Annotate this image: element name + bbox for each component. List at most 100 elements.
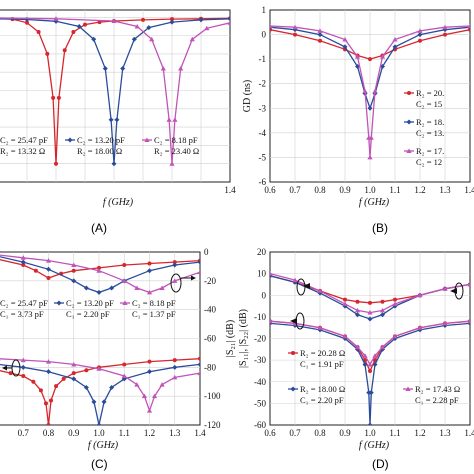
data-point	[379, 344, 386, 350]
y-tick-label: -2	[259, 79, 267, 89]
data-point	[147, 369, 152, 375]
data-point	[197, 370, 200, 376]
x-tick-label: 0.8	[43, 428, 55, 438]
data-point	[318, 38, 322, 43]
data-point	[21, 373, 26, 378]
series-group	[270, 23, 470, 160]
y-axis-label-right: |S₂₁| (dB)	[225, 320, 236, 357]
data-point	[101, 399, 107, 405]
data-point	[227, 16, 230, 22]
data-point	[76, 23, 82, 29]
data-point	[83, 385, 89, 391]
legend-label: C₂ = 8.18 pF	[154, 135, 198, 145]
data-point	[61, 376, 66, 381]
data-point	[71, 262, 77, 267]
data-point	[71, 29, 76, 34]
data-point	[131, 36, 137, 42]
x-tick-label: 1.3	[169, 428, 181, 438]
x-tick-label: 1.2	[414, 185, 425, 195]
legend-label: C₂ = 8.18 pF	[132, 298, 176, 308]
data-point	[417, 325, 423, 330]
panel-label-b: (B)	[372, 221, 388, 235]
y-tick-label: 10	[257, 269, 267, 279]
legend-swatch-marker	[407, 91, 411, 95]
y-tick-label: -60	[254, 420, 266, 430]
data-point	[417, 292, 423, 298]
data-point	[166, 117, 172, 122]
legend-label: R₂ = 23.40 Ω	[154, 146, 199, 156]
x-tick-label: 0.7	[18, 428, 30, 438]
legend-label: C₁ = 2.28 pF	[415, 395, 459, 405]
legend-entry-red: R₂ = 20.28 ΩC₁ = 1.91 pF	[288, 348, 345, 369]
curve-group-marker	[170, 273, 182, 293]
data-point	[417, 28, 423, 33]
data-point	[147, 261, 152, 266]
x-tick-label: 1.2	[414, 428, 425, 438]
x-tick-label: 1.4	[464, 428, 474, 438]
data-point	[467, 318, 470, 324]
y-tick-label-right: -80	[204, 362, 216, 372]
data-point	[368, 57, 372, 62]
panel-label-a: (A)	[91, 221, 107, 235]
x-tick-label: 1.3	[439, 428, 451, 438]
data-point	[292, 277, 298, 283]
data-point	[20, 357, 26, 363]
data-point	[159, 285, 165, 291]
data-point	[149, 36, 155, 42]
data-point	[146, 408, 153, 413]
legend-label: R₂ = 18.00 Ω	[77, 146, 122, 156]
x-tick-label: 0.7	[289, 428, 301, 438]
data-point	[343, 297, 347, 302]
y-tick-label: -5	[259, 152, 267, 162]
data-point	[121, 373, 127, 378]
data-point	[122, 362, 127, 367]
data-point	[270, 318, 273, 324]
data-point	[122, 262, 127, 267]
x-axis-label: f (GHz)	[359, 440, 390, 451]
legend-swatch-marker	[56, 300, 62, 306]
data-point	[354, 54, 361, 59]
data-point	[442, 320, 448, 326]
data-point	[368, 135, 374, 140]
arrowhead	[303, 283, 310, 289]
legend-entry-blue: R₂ = 18.C₂ = 13.	[404, 117, 444, 138]
legend-entry-red: R₂ = 20.C₂ = 15	[404, 88, 444, 109]
data-point	[91, 36, 97, 42]
series-group	[270, 271, 470, 425]
legend-label: R₂ = 20.28 Ω	[300, 348, 345, 358]
x-tick-label: 1.0	[364, 428, 376, 438]
data-point	[56, 95, 61, 100]
x-axis-label: f (GHz)	[103, 197, 134, 208]
legend-swatch-marker	[406, 119, 412, 125]
y-tick-label: 0	[262, 290, 267, 300]
data-point	[51, 95, 56, 100]
x-tick-label: 1.1	[389, 428, 400, 438]
data-point	[270, 271, 273, 276]
legend-label: R₂ = 17.43 Ω	[415, 384, 460, 394]
x-tick-label: 0.9	[339, 185, 351, 195]
data-point	[392, 36, 398, 42]
data-point	[172, 374, 178, 380]
y-tick-label: 20	[257, 247, 267, 257]
y-axis-label: GD (ns)	[242, 80, 253, 113]
chart-panel-b: 0.6 0.7 0.8 0.9 1.0 1.1 1.2 1.3 1.4 f (GHz) 1 0 -1 -2…	[242, 5, 474, 208]
legend-swatch-marker	[67, 137, 73, 143]
data-point	[197, 269, 200, 275]
data-point	[146, 289, 153, 295]
data-point	[172, 358, 177, 363]
data-point	[442, 286, 448, 291]
legend-swatch-marker	[144, 137, 150, 142]
data-point	[0, 359, 1, 361]
data-point	[317, 325, 323, 330]
y-tick-label-right: -100	[204, 391, 221, 401]
series-group	[0, 254, 200, 425]
data-point	[97, 265, 101, 270]
arrowhead	[290, 318, 297, 324]
arrowhead	[450, 288, 457, 294]
data-point	[43, 401, 48, 406]
